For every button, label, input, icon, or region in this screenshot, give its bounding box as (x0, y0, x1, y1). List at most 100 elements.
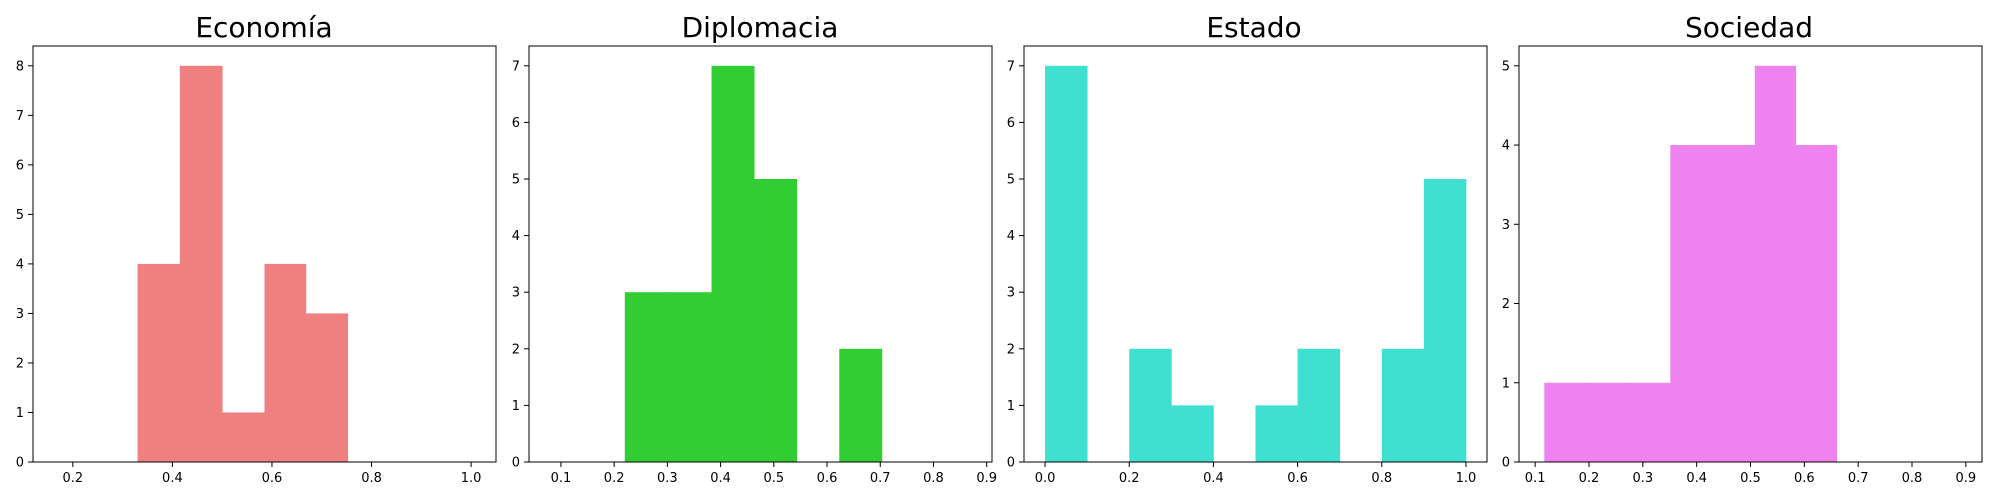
y-tick-label: 0 (512, 456, 520, 471)
histogram-bar (1544, 382, 1587, 462)
x-tick-label: 0.2 (1119, 471, 1140, 486)
y-tick-label: 1 (1007, 399, 1015, 414)
histogram-bar (305, 313, 349, 462)
plot-area: 0.1 0.2 0.3 0.4 0.5 0.6 0.7 0.8 0.9 0 1 2 3 4 5 (1502, 45, 1983, 486)
histogram-bar (1586, 382, 1629, 462)
x-tick-label: 0.3 (1632, 471, 1653, 486)
x-tick-label: 0.4 (162, 471, 183, 486)
x-tick-label: 0.4 (1203, 471, 1224, 486)
panel-estado: Estado 0.0 0.2 0.4 0.6 0.8 1.0 0 1 2 3 4 5 6 7 (1007, 11, 1488, 486)
x-tick-label: 0.2 (1579, 471, 1600, 486)
histogram-bar (1795, 145, 1838, 463)
x-tick-label: 0.2 (62, 471, 83, 486)
y-tick-label: 5 (1007, 173, 1015, 188)
histogram-bar (1171, 405, 1214, 462)
panel-sociedad: Sociedad 0.1 0.2 0.3 0.4 0.5 0.6 0.7 0.8 0.9 0 1 2 3… (1502, 11, 1983, 486)
histogram-bar (179, 65, 223, 463)
histogram-bar (839, 348, 883, 462)
x-tick-label: 0.9 (1956, 471, 1977, 486)
histogram-bar (264, 263, 307, 462)
y-tick-label: 6 (512, 116, 520, 131)
x-tick-label: 0.1 (551, 471, 572, 486)
histogram-bar (137, 263, 181, 462)
x-tick-label: 0.5 (763, 471, 784, 486)
panel-title: Sociedad (1685, 11, 1813, 44)
y-tick-label: 0 (16, 456, 24, 471)
y-tick-label: 3 (1502, 218, 1510, 233)
y-tick-label: 7 (16, 109, 24, 124)
x-tick-label: 0.3 (657, 471, 678, 486)
axes-frame (528, 45, 993, 463)
y-tick-label: 1 (16, 406, 24, 421)
y-tick-label: 4 (1502, 139, 1510, 154)
x-tick-label: 0.9 (976, 471, 997, 486)
y-tick-label: 5 (16, 208, 24, 223)
y-tick-label: 8 (16, 59, 24, 74)
y-tick-label: 0 (1502, 456, 1510, 471)
panel-diplomacia: Diplomacia 0.1 0.2 0.3 0.4 0.5 0.6 0.7 0.8 0.9 0 1… (512, 11, 997, 486)
x-tick-label: 0.6 (1794, 471, 1815, 486)
y-tick-label: 0 (1007, 456, 1015, 471)
histogram-bar (222, 412, 265, 462)
panel-title: Economía (195, 11, 332, 44)
histogram-bar (1712, 145, 1756, 463)
x-tick-label: 0.8 (361, 471, 382, 486)
y-tick-label: 6 (1007, 116, 1015, 131)
x-tick-label: 0.0 (1035, 471, 1056, 486)
axes-frame (1023, 45, 1488, 463)
histogram-bar (1381, 348, 1425, 462)
y-tick-label: 2 (1502, 297, 1510, 312)
x-tick-label: 0.6 (1287, 471, 1308, 486)
x-tick-label: 0.2 (604, 471, 625, 486)
y-tick-label: 6 (16, 158, 24, 173)
plot-area: 0.2 0.4 0.6 0.8 1.0 0 1 2 3 4 5 6 7 8 (16, 45, 497, 486)
y-tick-label: 7 (512, 59, 520, 74)
histogram-bar (1045, 65, 1088, 463)
axes-frame (32, 45, 497, 463)
y-tick-label: 3 (512, 286, 520, 301)
x-tick-label: 1.0 (1456, 471, 1477, 486)
y-tick-label: 2 (512, 342, 520, 357)
histogram-bar (1423, 179, 1467, 462)
y-tick-label: 4 (1007, 229, 1015, 244)
y-tick-label: 1 (1502, 376, 1510, 391)
y-tick-label: 3 (1007, 286, 1015, 301)
y-tick-label: 5 (1502, 59, 1510, 74)
x-tick-label: 1.0 (461, 471, 482, 486)
y-tick-label: 7 (1007, 59, 1015, 74)
histogram-bar (1628, 382, 1671, 462)
x-tick-label: 0.6 (817, 471, 838, 486)
histogram-bar (1754, 65, 1797, 463)
histogram-bar (1670, 145, 1714, 463)
panel-economia: Economía 0.2 0.4 0.6 0.8 1.0 0 1 2 3 4 5 6 7 8 (16, 11, 497, 486)
y-tick-label: 2 (16, 356, 24, 371)
x-tick-label: 0.7 (870, 471, 891, 486)
y-tick-label: 4 (512, 229, 520, 244)
x-tick-label: 0.6 (262, 471, 283, 486)
y-tick-label: 2 (1007, 342, 1015, 357)
plot-area: 0.1 0.2 0.3 0.4 0.5 0.6 0.7 0.8 0.9 0 1 2 3 4 5 6 7 (512, 45, 997, 486)
histogram-bar (711, 65, 755, 463)
y-tick-label: 5 (512, 173, 520, 188)
histogram-bar (1255, 405, 1298, 462)
x-tick-label: 0.4 (1686, 471, 1707, 486)
y-tick-label: 1 (512, 399, 520, 414)
histogram-bar (668, 292, 712, 462)
panel-title: Estado (1206, 11, 1301, 44)
x-tick-label: 0.4 (710, 471, 731, 486)
histogram-bar (754, 179, 798, 462)
x-tick-label: 0.8 (923, 471, 944, 486)
y-tick-label: 3 (16, 307, 24, 322)
y-tick-label: 4 (16, 257, 24, 272)
x-tick-label: 0.8 (1371, 471, 1392, 486)
x-tick-label: 0.5 (1740, 471, 1761, 486)
histogram-bar (1297, 348, 1341, 462)
histogram-bar (624, 292, 669, 462)
histogram-bar (1129, 348, 1172, 462)
panel-title: Diplomacia (682, 11, 839, 44)
x-tick-label: 0.8 (1902, 471, 1923, 486)
plot-area: 0.0 0.2 0.4 0.6 0.8 1.0 0 1 2 3 4 5 6 7 (1007, 45, 1488, 486)
x-tick-label: 0.7 (1848, 471, 1869, 486)
x-tick-label: 0.1 (1525, 471, 1546, 486)
